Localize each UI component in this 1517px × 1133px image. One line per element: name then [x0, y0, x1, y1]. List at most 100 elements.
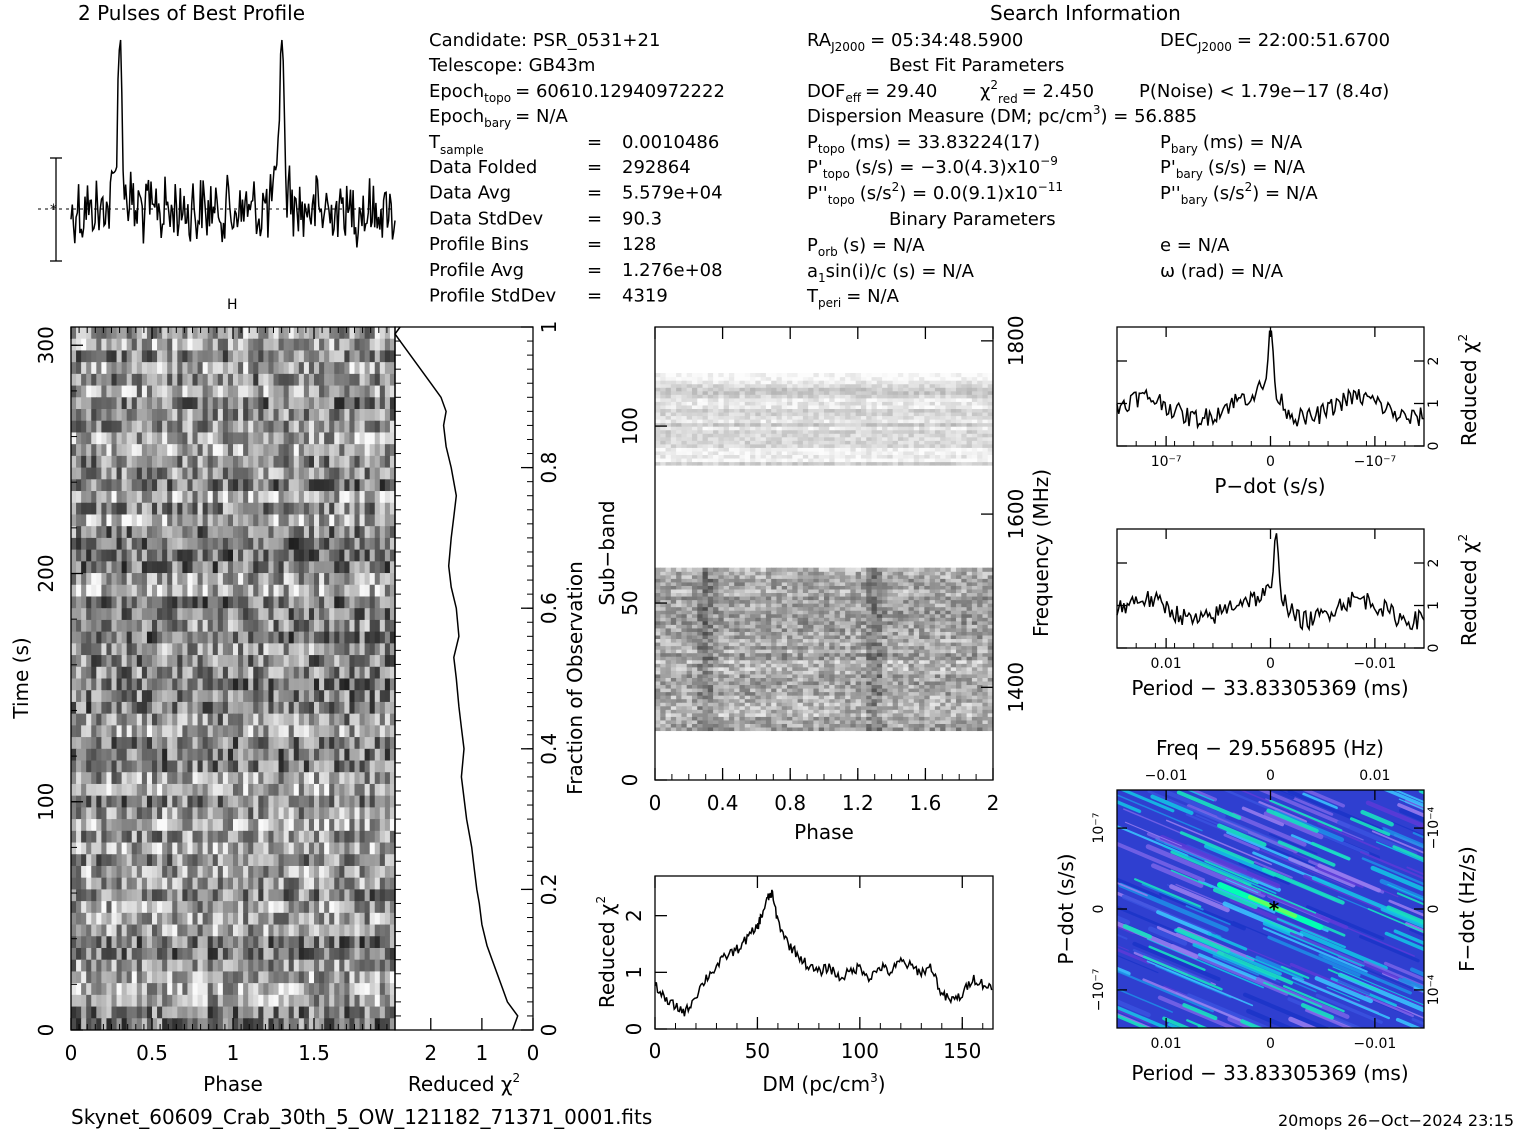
tp-cell: [222, 994, 229, 1008]
tp-cell: [278, 491, 285, 504]
tp-cell: [227, 1018, 234, 1030]
sb-cell: [713, 723, 719, 728]
sb-cell: [897, 719, 904, 724]
tp-cell: [319, 713, 325, 726]
tp-cell: [379, 748, 386, 762]
sb-cell: [956, 726, 962, 732]
sb-cell: [929, 687, 936, 693]
tp-cell: [329, 327, 335, 340]
tp-cell: [334, 432, 340, 445]
tp-cell: [319, 959, 325, 973]
tp-cell: [278, 467, 285, 480]
tp-cell: [86, 760, 92, 773]
tp-cell: [248, 467, 254, 480]
tp-cell: [359, 479, 366, 492]
tp-cell: [116, 432, 123, 445]
sb-cell: [892, 726, 899, 732]
tp-cell: [177, 725, 183, 738]
tp-cell: [359, 877, 366, 890]
tp-cell: [86, 865, 92, 879]
tp-cell: [293, 994, 300, 1008]
tp-cell: [86, 666, 92, 680]
tp-cell: [116, 865, 123, 879]
tp-cell: [243, 385, 249, 398]
sb-cell: [744, 698, 751, 703]
tp-cell: [71, 983, 77, 996]
tp-cell: [111, 537, 118, 551]
tp-cell: [86, 854, 92, 867]
tp-cell: [268, 737, 275, 750]
sb-cell: [660, 705, 667, 710]
tp-cell: [308, 385, 315, 398]
sb-cell: [934, 705, 941, 710]
tp-cell: [172, 420, 178, 434]
tp-cell: [248, 889, 254, 902]
tp-cell: [81, 924, 87, 937]
tp-cell: [222, 514, 229, 527]
tp-cell: [202, 432, 209, 445]
tp-cell: [308, 573, 315, 586]
tp-cell: [172, 994, 178, 1008]
tp-cell: [248, 807, 254, 820]
tp-cell: [167, 1018, 173, 1030]
tp-cell: [293, 983, 300, 996]
tp-cell: [369, 385, 376, 398]
tp-cell: [202, 455, 209, 469]
tp-cell: [243, 971, 249, 984]
tp-cell: [217, 467, 224, 480]
tp-cell: [172, 561, 178, 574]
tp-cell: [238, 854, 244, 867]
tp-cell: [354, 854, 361, 867]
tp-cell: [233, 338, 239, 352]
tp-cell: [162, 924, 168, 937]
tp-cell: [76, 655, 82, 668]
info-row-eq: =: [587, 208, 602, 229]
tp-cell: [182, 854, 189, 867]
tp-cell: [71, 397, 77, 410]
sb-cell: [903, 726, 910, 732]
tp-cell: [268, 842, 275, 855]
tp-cell: [324, 877, 330, 890]
tp-cell: [162, 327, 168, 340]
tp-cell: [96, 362, 102, 375]
sb-cell: [829, 684, 836, 689]
tp-cell: [314, 690, 320, 703]
tp-cell: [233, 795, 239, 808]
tp-cell: [369, 865, 376, 879]
tp-cell: [384, 444, 391, 457]
tp-cell: [106, 537, 113, 551]
tp-cell: [197, 362, 204, 375]
tp-cell: [81, 631, 87, 644]
tp-cell: [349, 385, 356, 398]
tp-cell: [369, 994, 376, 1008]
tp-cell: [182, 502, 189, 516]
tp-cell: [96, 561, 102, 574]
tp-cell: [101, 491, 108, 504]
tp-cell: [243, 783, 249, 797]
tp-cell: [384, 783, 391, 797]
tp-cell: [111, 725, 118, 738]
tp-cell: [344, 936, 351, 949]
tp-cell: [212, 573, 219, 586]
tp-cell: [121, 1006, 128, 1019]
tp-cell: [76, 467, 82, 480]
tp-cell: [374, 561, 381, 574]
tp-cell: [106, 455, 113, 469]
tp-cell: [303, 854, 310, 867]
tp-cell: [71, 725, 77, 738]
tp-cell: [369, 631, 376, 644]
tp-cell: [126, 971, 133, 984]
tp-cell: [344, 889, 351, 902]
tp-cell: [273, 596, 280, 609]
tp-cell: [369, 901, 376, 914]
tp-cell: [146, 631, 153, 644]
tp-cell: [243, 912, 249, 926]
tp-cell: [91, 350, 97, 363]
tp-cell: [212, 1006, 219, 1019]
tp-cell: [288, 936, 295, 949]
tp-cell: [182, 947, 189, 961]
tp-cell: [182, 373, 189, 387]
tp-cell: [202, 1018, 209, 1030]
tp-cell: [111, 772, 118, 785]
tp-cell: [253, 338, 259, 352]
